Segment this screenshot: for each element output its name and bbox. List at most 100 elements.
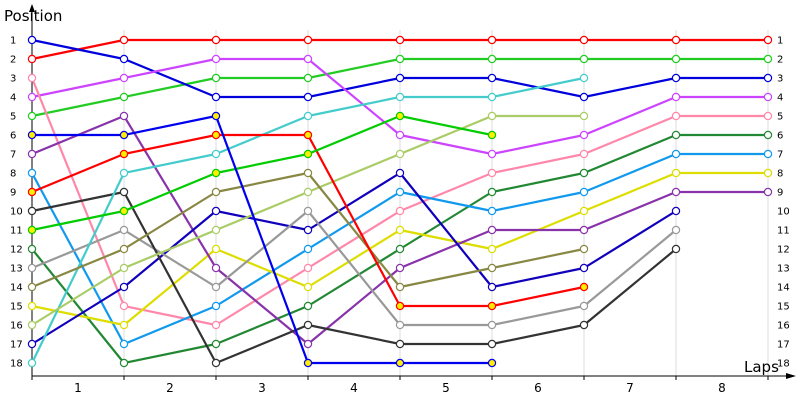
series-7-point bbox=[27, 168, 37, 178]
series-6-point bbox=[303, 301, 313, 311]
series-6-point bbox=[27, 244, 37, 254]
series-15-point bbox=[27, 282, 37, 292]
series-17-point bbox=[119, 206, 129, 216]
y-tick-label-right: 16 bbox=[777, 321, 790, 332]
series-17-point bbox=[487, 130, 497, 140]
series-12-point bbox=[27, 206, 37, 216]
series-3-point bbox=[303, 92, 313, 102]
series-16-point bbox=[395, 301, 405, 311]
series-11-point bbox=[579, 301, 589, 311]
x-tick-label: 8 bbox=[718, 381, 726, 395]
series-15-point bbox=[395, 282, 405, 292]
series-12-point bbox=[119, 187, 129, 197]
series-10-point bbox=[487, 282, 497, 292]
series-9-point bbox=[119, 111, 129, 121]
y-tick-label-right: 7 bbox=[777, 150, 783, 161]
series-4-point bbox=[27, 92, 37, 102]
series-14-point bbox=[487, 111, 497, 121]
series-5-point bbox=[579, 149, 589, 159]
series-5-point bbox=[211, 320, 221, 330]
series-14-point bbox=[395, 149, 405, 159]
series-7-point bbox=[763, 149, 773, 159]
series-8-point bbox=[211, 244, 221, 254]
series-13-point bbox=[211, 149, 221, 159]
series-8-point bbox=[27, 301, 37, 311]
series-4-point bbox=[671, 92, 681, 102]
x-tick-label: 5 bbox=[442, 381, 450, 395]
series-3-point bbox=[119, 54, 129, 64]
series-11-point bbox=[303, 206, 313, 216]
series-4-point bbox=[119, 73, 129, 83]
series-1-point bbox=[27, 54, 37, 64]
series-11-point bbox=[487, 320, 497, 330]
y-tick-label-left: 5 bbox=[10, 112, 16, 123]
series-7-point bbox=[487, 206, 497, 216]
series-12-point bbox=[579, 320, 589, 330]
series-3-point bbox=[763, 73, 773, 83]
series-2-point bbox=[211, 73, 221, 83]
y-tick-label-right: 6 bbox=[777, 131, 783, 142]
y-tick-label-left: 7 bbox=[10, 150, 16, 161]
series-2-point bbox=[119, 92, 129, 102]
series-9-point bbox=[579, 225, 589, 235]
series-15-point bbox=[487, 263, 497, 273]
series-9-point bbox=[303, 339, 313, 349]
series-2-point bbox=[671, 54, 681, 64]
y-tick-label-left: 11 bbox=[10, 226, 23, 237]
series-5-point bbox=[763, 111, 773, 121]
series-5-point bbox=[303, 263, 313, 273]
series-9-point bbox=[671, 187, 681, 197]
y-tick-label-left: 10 bbox=[10, 207, 23, 218]
y-tick-label-right: 5 bbox=[777, 112, 783, 123]
series-5-point bbox=[487, 168, 497, 178]
series-18-point bbox=[395, 358, 405, 368]
series-10-point bbox=[119, 282, 129, 292]
series-4-point bbox=[579, 130, 589, 140]
series-4-point bbox=[303, 54, 313, 64]
series-1-point bbox=[579, 35, 589, 45]
series-17-point bbox=[395, 111, 405, 121]
y-tick-label-right: 9 bbox=[777, 188, 783, 199]
series-11-point bbox=[395, 320, 405, 330]
x-tick-label: 2 bbox=[166, 381, 174, 395]
series-9-point bbox=[395, 263, 405, 273]
series-11-point bbox=[211, 282, 221, 292]
series-6-point bbox=[579, 168, 589, 178]
y-tick-label-right: 12 bbox=[777, 245, 790, 256]
x-tick-label: 3 bbox=[258, 381, 266, 395]
series-13-point bbox=[119, 168, 129, 178]
series-12-point bbox=[671, 244, 681, 254]
series-14-point bbox=[303, 187, 313, 197]
series-8-point bbox=[119, 320, 129, 330]
series-18-point bbox=[487, 358, 497, 368]
y-tick-label-right: 3 bbox=[777, 74, 783, 85]
series-10-point bbox=[211, 206, 221, 216]
y-tick-label-left: 2 bbox=[10, 55, 16, 66]
y-tick-label-right: 15 bbox=[777, 302, 790, 313]
y-tick-label-left: 17 bbox=[10, 340, 23, 351]
series-7-point bbox=[395, 187, 405, 197]
series-18-point bbox=[119, 130, 129, 140]
series-11-point bbox=[119, 225, 129, 235]
series-10-point bbox=[579, 263, 589, 273]
x-axis-title: Laps bbox=[744, 358, 779, 376]
series-8-point bbox=[395, 225, 405, 235]
series-7-point bbox=[671, 149, 681, 159]
y-tick-label-right: 13 bbox=[777, 264, 790, 275]
series-6-point bbox=[119, 358, 129, 368]
series-2-point bbox=[395, 54, 405, 64]
y-tick-label-left: 8 bbox=[10, 169, 16, 180]
series-7-point bbox=[579, 187, 589, 197]
series-10-point bbox=[671, 206, 681, 216]
series-9-point bbox=[763, 187, 773, 197]
y-tick-label-right: 18 bbox=[777, 359, 790, 370]
series-16-point bbox=[303, 130, 313, 140]
y-tick-label-left: 1 bbox=[10, 36, 16, 47]
series-14-point bbox=[119, 263, 129, 273]
series-16-point bbox=[119, 149, 129, 159]
series-9-point bbox=[211, 263, 221, 273]
series-14-point bbox=[27, 320, 37, 330]
series-4-point bbox=[211, 54, 221, 64]
